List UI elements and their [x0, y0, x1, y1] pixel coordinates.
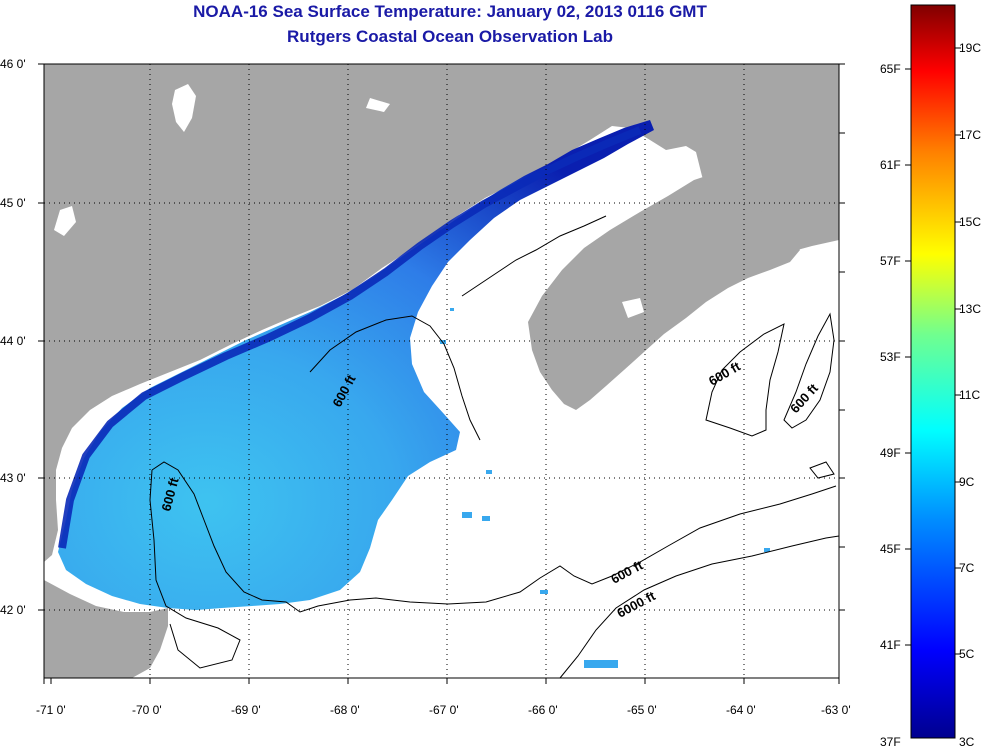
- contour-600ft-bank-1: [705, 323, 785, 437]
- colorbar-c-label: 9C: [959, 475, 975, 489]
- colorbar-f-label: 49F: [880, 446, 901, 460]
- lake: [172, 84, 196, 132]
- colorbar-f-label: 37F: [880, 735, 901, 749]
- colorbar-f-label: 53F: [880, 350, 901, 364]
- lake: [54, 206, 76, 236]
- contour-600ft-inner: [149, 469, 241, 669]
- lake: [366, 98, 390, 112]
- colorbar: [910, 4, 956, 739]
- lat-label: 44 0': [0, 334, 26, 348]
- lon-label: -63 0': [821, 703, 851, 717]
- colorbar-c-label: 15C: [959, 215, 981, 229]
- map-subtitle: Rutgers Coastal Ocean Observation Lab: [287, 27, 613, 46]
- sst-field: [58, 120, 654, 610]
- lake: [622, 298, 644, 318]
- contour-600ft-gulf: [151, 461, 837, 613]
- land-mainland: [44, 64, 839, 562]
- colorbar-f-label: 57F: [880, 254, 901, 268]
- bathymetry-contours: [149, 215, 840, 679]
- colorbar-f-label: 41F: [880, 638, 901, 652]
- lat-label: 42 0': [0, 603, 26, 617]
- colorbar-c-label: 19C: [959, 41, 981, 55]
- lon-label: -69 0': [231, 703, 261, 717]
- colorbar-c-label: 11C: [959, 388, 980, 402]
- lat-label: 43 0': [0, 471, 26, 485]
- lon-label: -71 0': [36, 703, 66, 717]
- colorbar-c-label: 7C: [959, 561, 975, 575]
- colorbar-f-label: 65F: [880, 62, 901, 76]
- contour-600ft-bank-2: [783, 312, 835, 429]
- contour-6000ft: [559, 535, 840, 679]
- lon-label: -67 0': [429, 703, 459, 717]
- ticks: [38, 63, 845, 684]
- colorbar-f-label: 61F: [880, 158, 901, 172]
- lon-label: -70 0': [132, 703, 162, 717]
- map-frame: [43, 63, 840, 679]
- colorbar-c-label: 3C: [959, 735, 975, 749]
- lon-label: -65 0': [627, 703, 657, 717]
- contour-600ft-ridge: [309, 315, 481, 441]
- land-nova-scotia: [528, 174, 800, 410]
- lon-label: -64 0': [726, 703, 756, 717]
- lat-label: 46 0': [0, 57, 26, 71]
- map-title: NOAA-16 Sea Surface Temperature: January…: [193, 2, 707, 21]
- contour-misc: [809, 461, 835, 479]
- colorbar-c-label: 13C: [959, 302, 981, 316]
- lat-label: 45 0': [0, 196, 26, 210]
- colorbar-c-label: 5C: [959, 647, 975, 661]
- lon-label: -68 0': [330, 703, 360, 717]
- lon-label: -66 0': [528, 703, 558, 717]
- colorbar-ticks: [905, 47, 961, 655]
- colorbar-c-label: 17C: [959, 128, 981, 142]
- land-cape-cod: [44, 580, 168, 678]
- colorbar-f-label: 45F: [880, 542, 901, 556]
- sst-coastal-cold-band: [58, 126, 642, 549]
- contour-shelf-edge: [461, 215, 607, 297]
